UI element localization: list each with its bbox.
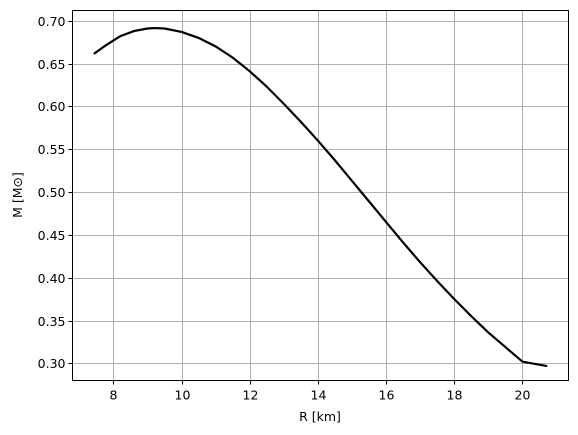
- plot-frame: [72, 10, 569, 381]
- x-axis: 8 10 12 14 16 18 20: [110, 380, 531, 403]
- grid: [72, 10, 569, 381]
- y-tick-label: 0.55: [38, 142, 66, 157]
- x-tick-label: 10: [175, 388, 191, 403]
- series-line: [93, 26, 548, 368]
- y-tick-label: 0.50: [38, 185, 66, 200]
- x-tick-label: 20: [515, 388, 531, 403]
- y-axis: 0.30 0.35 0.40 0.45 0.50 0.55 0.60 0.65 0.70: [38, 14, 73, 371]
- y-axis-label: M [M⊙]: [10, 172, 25, 218]
- series-layer: [93, 26, 548, 368]
- y-tick-label: 0.70: [38, 14, 66, 29]
- x-axis-label: R [km]: [299, 409, 341, 424]
- x-tick-label: 14: [311, 388, 327, 403]
- x-tick-label: 16: [379, 388, 395, 403]
- x-tick-label: 12: [243, 388, 259, 403]
- y-tick-label: 0.60: [38, 99, 66, 114]
- y-tick-label: 0.40: [38, 271, 66, 286]
- y-tick-label: 0.45: [38, 228, 66, 243]
- y-tick-label: 0.35: [38, 314, 66, 329]
- x-tick-label: 8: [110, 388, 118, 403]
- x-tick-label: 18: [447, 388, 463, 403]
- y-tick-label: 0.65: [38, 57, 66, 72]
- y-tick-label: 0.30: [38, 356, 66, 371]
